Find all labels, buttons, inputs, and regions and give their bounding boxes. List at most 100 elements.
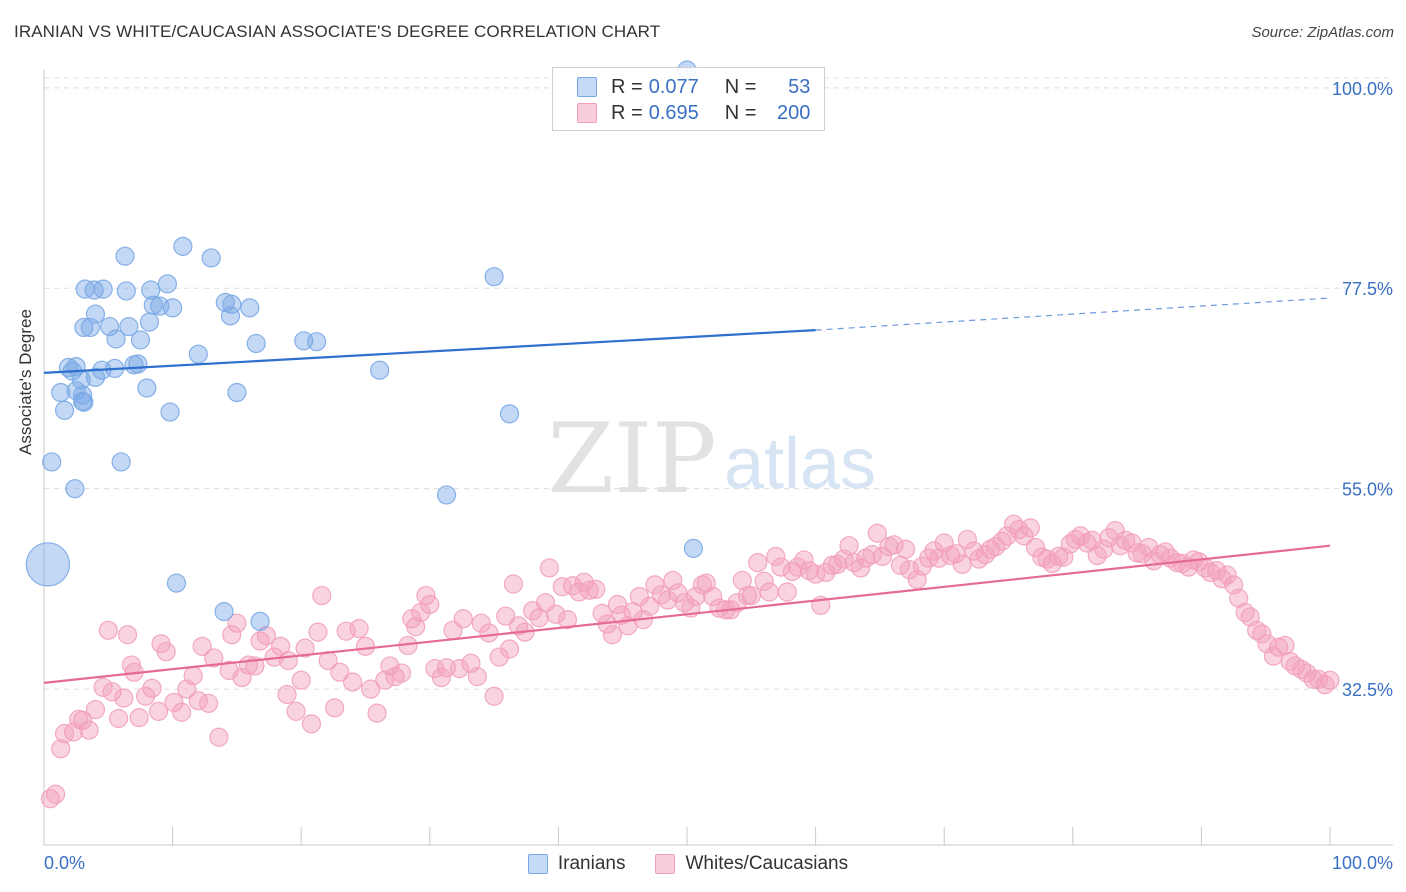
legend-n-value: 53	[788, 75, 811, 98]
point-iranians	[163, 298, 183, 318]
point-whites	[703, 586, 723, 607]
trend-line-iranians-extension	[815, 297, 1331, 331]
point-iranians	[25, 542, 71, 587]
point-iranians	[683, 538, 704, 558]
y-tick-label: 32.5%	[1342, 680, 1393, 700]
point-whites	[330, 662, 350, 682]
point-whites	[1077, 533, 1097, 553]
point-whites	[117, 625, 138, 645]
y-tick-label: 55.0%	[1342, 480, 1393, 500]
point-whites	[183, 666, 203, 686]
point-whites	[232, 667, 252, 688]
point-whites	[79, 720, 99, 740]
point-whites	[192, 636, 212, 656]
point-iranians	[54, 400, 75, 420]
point-whites	[449, 659, 469, 679]
point-iranians	[106, 329, 126, 349]
point-iranians	[173, 236, 193, 256]
point-whites	[663, 570, 683, 591]
point-whites	[957, 529, 977, 550]
point-iranians	[85, 304, 106, 324]
point-whites	[759, 582, 779, 602]
series-legend-label-whites: Whites/Caucasians	[685, 853, 849, 874]
point-whites	[539, 558, 559, 578]
point-whites	[199, 693, 219, 713]
point-whites	[156, 642, 176, 662]
point-iranians	[499, 404, 520, 424]
point-whites	[222, 625, 242, 645]
point-whites	[431, 667, 451, 688]
point-iranians	[436, 485, 457, 505]
point-iranians	[130, 330, 151, 350]
legend-n-key: N =	[724, 75, 757, 98]
point-whites	[343, 672, 363, 692]
point-whites	[686, 586, 706, 607]
point-whites	[1268, 637, 1289, 657]
legend-n-key: N =	[724, 101, 757, 124]
legend-r-key: R =	[611, 101, 643, 124]
series-legend-swatch-iranians	[527, 854, 548, 874]
point-whites	[72, 710, 93, 730]
point-iranians	[74, 317, 94, 338]
point-whites	[391, 663, 412, 683]
point-whites	[499, 639, 520, 659]
point-iranians	[111, 452, 131, 472]
legend-r-value: 0.077	[648, 75, 699, 98]
point-whites	[546, 604, 566, 624]
point-whites	[1252, 624, 1272, 644]
point-whites	[732, 570, 752, 591]
point-whites	[164, 692, 184, 713]
point-whites	[1110, 536, 1130, 556]
point-iranians	[72, 391, 93, 411]
point-whites	[884, 535, 904, 555]
point-whites	[579, 580, 599, 600]
point-whites	[1025, 537, 1046, 558]
point-whites	[453, 609, 473, 629]
point-whites	[640, 596, 660, 616]
point-iranians	[115, 246, 135, 266]
point-iranians	[370, 360, 390, 380]
point-whites	[1212, 569, 1232, 589]
point-whites	[674, 593, 695, 613]
point-iranians	[72, 385, 93, 405]
point-whites	[135, 686, 156, 706]
point-iranians	[250, 611, 270, 632]
point-whites	[227, 613, 247, 633]
point-whites	[1127, 543, 1147, 563]
point-whites	[557, 610, 578, 630]
series-legend-item-whites: Whites/Caucasians	[655, 853, 848, 875]
point-iranians	[42, 452, 62, 472]
point-iranians	[246, 333, 266, 354]
point-whites	[420, 594, 440, 615]
chart-title: IRANIAN VS WHITE/CAUCASIAN ASSOCIATE'S D…	[14, 22, 661, 41]
point-whites	[1014, 526, 1034, 546]
point-whites	[992, 531, 1012, 551]
point-whites	[602, 625, 623, 645]
point-whites	[1200, 562, 1221, 583]
legend-swatch-whites	[577, 103, 597, 123]
chart-source: Source: ZipAtlas.com	[1251, 24, 1394, 41]
series-legend-swatch-whites	[655, 854, 676, 874]
trend-line-whites	[43, 544, 1331, 684]
watermark-atlas: atlas	[724, 424, 876, 504]
point-whites	[777, 582, 797, 602]
point-whites	[645, 575, 665, 595]
point-whites	[1247, 620, 1267, 640]
point-whites	[467, 667, 487, 687]
point-iranians	[307, 332, 327, 352]
point-whites	[668, 583, 688, 603]
point-whites	[142, 678, 162, 698]
point-whites	[209, 727, 229, 747]
point-whites	[794, 550, 814, 570]
point-whites	[256, 626, 277, 646]
point-whites	[489, 647, 509, 667]
point-whites	[308, 622, 328, 642]
point-iranians	[214, 602, 234, 622]
point-whites	[822, 555, 842, 575]
point-whites	[997, 526, 1017, 546]
point-whites	[975, 544, 995, 565]
point-whites	[771, 557, 791, 577]
point-whites	[629, 586, 650, 607]
point-whites	[361, 679, 381, 699]
